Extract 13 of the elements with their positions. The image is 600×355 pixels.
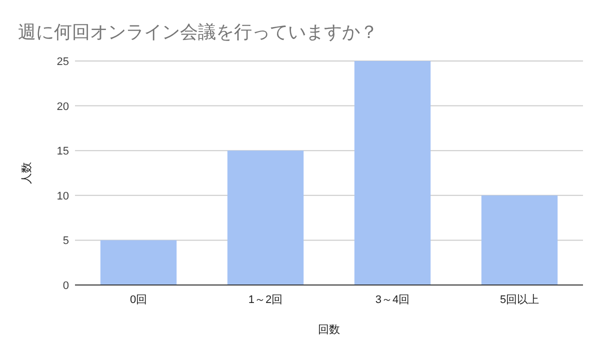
y-tick-label: 10: [56, 190, 69, 202]
x-tick-label: 3～4回: [375, 294, 410, 306]
x-tick-label: 1～2回: [248, 294, 283, 306]
x-axis-title: 回数: [318, 324, 340, 336]
chart-title: 週に何回オンライン会議を行っていますか？: [18, 22, 378, 42]
y-tick-label: 5: [62, 235, 69, 248]
x-tick-label: 0回: [130, 294, 148, 306]
y-tick-label: 20: [56, 100, 69, 113]
x-tick-label: 5回以上: [500, 293, 540, 306]
y-tick-label: 0: [62, 280, 69, 292]
y-axis-title: 人数: [21, 162, 33, 184]
y-tick-label: 25: [56, 56, 69, 68]
y-tick-label: 15: [56, 146, 69, 158]
